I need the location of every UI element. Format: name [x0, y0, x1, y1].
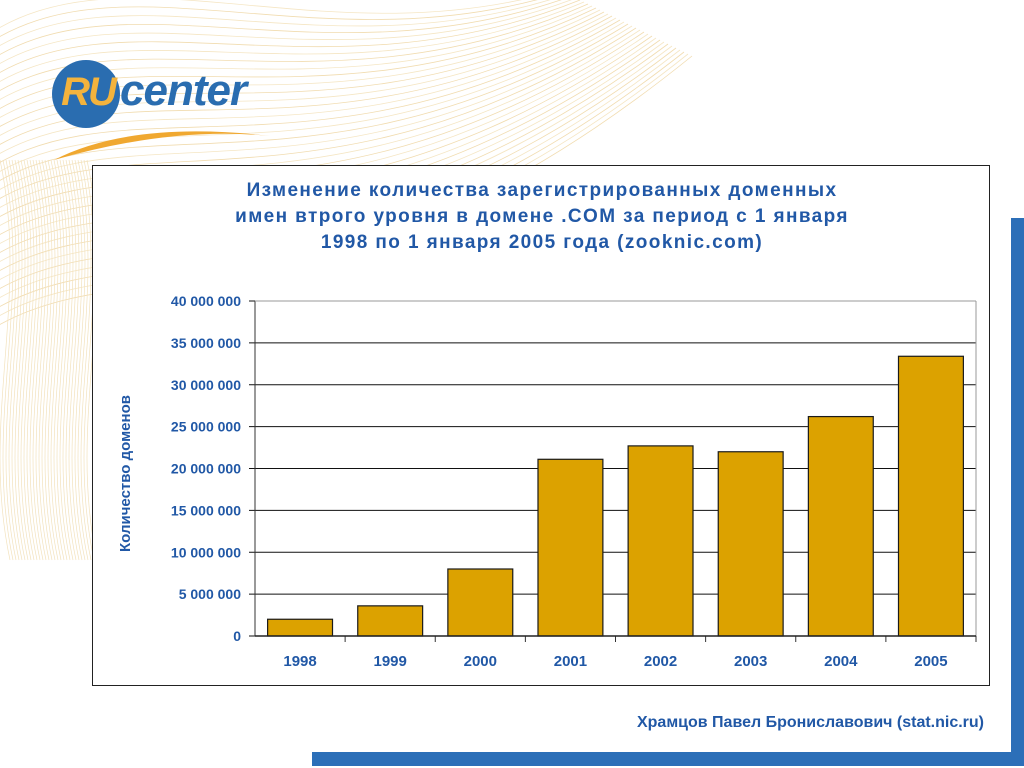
wave-line [5, 159, 17, 561]
x-tick-label: 2000 [464, 653, 497, 670]
wave-line [50, 159, 62, 561]
wave-line [0, 5, 593, 101]
wave-line [0, 23, 629, 182]
wave-line [0, 3, 589, 92]
x-tick-label: 1998 [283, 653, 316, 670]
wave-line [0, 11, 605, 128]
y-tick-label: 15 000 000 [171, 502, 241, 518]
x-tick-label: 2001 [554, 653, 587, 670]
x-tick-label: 1999 [374, 653, 407, 670]
y-tick-label: 30 000 000 [171, 377, 241, 393]
y-tick-label: 25 000 000 [171, 419, 241, 435]
wave-line [20, 159, 32, 561]
wave-line [0, 7, 597, 110]
wave-line [59, 159, 71, 561]
wave-line [56, 159, 68, 561]
wave-line [11, 159, 23, 561]
wave-line [26, 159, 38, 561]
ru-center-logo: RU center [52, 56, 282, 166]
wave-line [23, 159, 35, 561]
wave-line [53, 159, 65, 561]
wave-line [0, 27, 637, 200]
y-tick-label: 5 000 000 [179, 586, 241, 602]
wave-line [47, 159, 59, 561]
wave-line [74, 159, 86, 561]
wave-line [0, 9, 601, 119]
bar-2002 [627, 445, 694, 637]
wave-line [0, 159, 11, 561]
chart-title-line-3: 1998 по 1 января 2005 года (zooknic.com) [320, 232, 764, 253]
wave-line [68, 159, 80, 561]
wave-line [0, 0, 538, 38]
wave-line [0, 13, 609, 137]
bar-2004 [807, 415, 874, 637]
wave-line [2, 159, 14, 561]
wave-line [32, 159, 44, 561]
wave-line [0, 0, 562, 56]
bar-2003 [717, 451, 784, 637]
bar-2005 [897, 355, 964, 637]
wave-line [0, 19, 621, 164]
wave-line [0, 25, 633, 191]
y-tick-label: 10 000 000 [171, 544, 241, 560]
wave-line [0, 0, 581, 74]
wave-line [0, 0, 522, 29]
wave-line [41, 159, 53, 561]
wave-line [65, 159, 77, 561]
wave-line [35, 159, 47, 561]
chart-title-line-1: Изменение количества зарегистрированных … [246, 180, 838, 201]
y-tick-label: 0 [233, 628, 241, 644]
wave-line [29, 159, 41, 561]
y-tick-label: 35 000 000 [171, 335, 241, 351]
wave-line [71, 159, 83, 561]
bar-1999 [357, 605, 424, 637]
wave-line [8, 159, 20, 561]
bar-chart: 0 5 000 000 10 000 000 15 000 000 20 000 000… [117, 293, 977, 670]
logo-word-text: center [120, 66, 247, 115]
wave-line [0, 0, 551, 47]
logo-circle [52, 60, 120, 128]
y-tick-label: 20 000 000 [171, 461, 241, 477]
wave-line [17, 159, 29, 561]
wave-line [62, 159, 74, 561]
wave-line [0, 0, 572, 65]
side-accent-bar [1011, 218, 1024, 766]
bar-1998 [267, 618, 334, 637]
footer-author: Храмцов Павел Брониславович (stat.nic.ru… [636, 714, 984, 731]
chart-title: Изменение количества зарегистрированных … [93, 178, 991, 256]
footer-accent-bar [312, 752, 1024, 766]
logo-swoosh [54, 131, 270, 160]
logo-ru-text: RU [61, 70, 117, 114]
x-tick-label: 2005 [914, 653, 947, 670]
bar-2001 [537, 458, 604, 637]
wave-line [77, 159, 89, 561]
x-tick-label: 2004 [824, 653, 858, 670]
chart-frame: Изменение количества зарегистрированных … [92, 165, 990, 686]
wave-line [0, 15, 613, 146]
wave-line [80, 159, 92, 561]
wave-line [44, 159, 56, 561]
y-axis-label: Количество доменов [117, 395, 134, 552]
chart-title-line-2: имен втрого уровня в домене .COM за пери… [235, 206, 849, 227]
wave-line [38, 159, 50, 561]
x-tick-label: 2003 [734, 653, 767, 670]
wave-line [0, 17, 617, 155]
x-tick-label: 2002 [644, 653, 677, 670]
wave-line [14, 159, 26, 561]
bar-2000 [447, 568, 514, 637]
wave-line [0, 1, 585, 83]
y-tick-label: 40 000 000 [171, 293, 241, 309]
